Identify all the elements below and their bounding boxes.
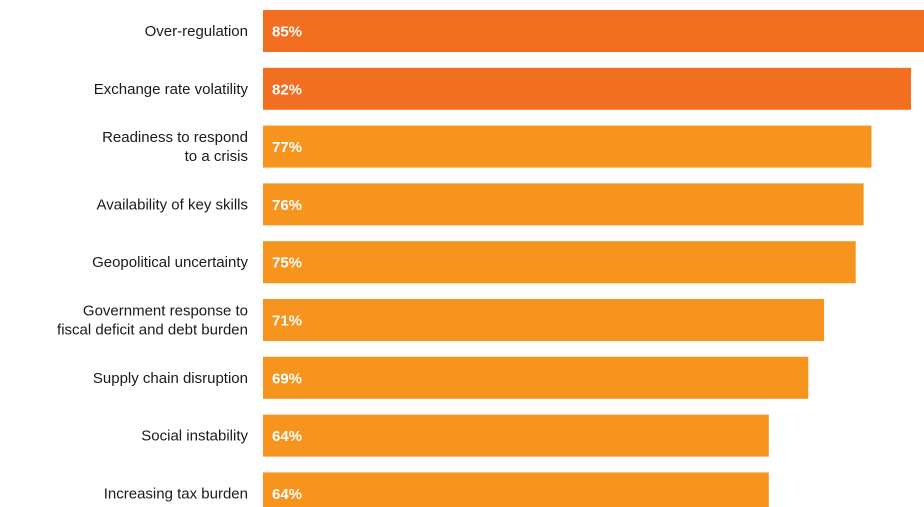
bar-3 xyxy=(263,183,864,226)
category-label-line: Social instability xyxy=(141,428,248,445)
value-label-5: 71% xyxy=(272,313,302,330)
category-label-line: Availability of key skills xyxy=(97,196,248,213)
value-label-1: 82% xyxy=(272,81,302,98)
value-label-8: 64% xyxy=(272,486,302,503)
category-label-3: Availability of key skills xyxy=(97,196,248,213)
bars-group xyxy=(263,10,924,507)
bar-4 xyxy=(263,241,856,284)
category-label-4: Geopolitical uncertainty xyxy=(92,254,248,271)
category-label-line: fiscal deficit and debt burden xyxy=(57,322,248,339)
category-label-line: Readiness to respond xyxy=(102,129,248,146)
category-label-5: Government response to fiscal deficit and… xyxy=(57,303,248,339)
category-label-1: Exchange rate volatility xyxy=(94,81,249,98)
value-label-6: 69% xyxy=(272,370,302,387)
category-label-line: to a crisis xyxy=(185,148,248,165)
bar-2 xyxy=(263,125,872,168)
category-label-line: Increasing tax burden xyxy=(104,485,248,502)
value-labels-group: 85% 82% 77% 76% 75% 71% 69% 64% 64% xyxy=(272,24,302,503)
category-label-line: Exchange rate volatility xyxy=(94,81,249,98)
value-label-0: 85% xyxy=(272,24,302,41)
bar-0 xyxy=(263,10,924,52)
category-label-line: Government response to xyxy=(83,303,248,320)
category-label-6: Supply chain disruption xyxy=(93,370,248,387)
category-labels-group: Over-regulation Exchange rate volatility R… xyxy=(57,23,248,502)
category-label-2: Readiness to respond to a crisis xyxy=(102,129,248,165)
value-label-3: 76% xyxy=(272,197,302,214)
value-label-7: 64% xyxy=(272,428,302,445)
category-label-line: Over-regulation xyxy=(145,23,248,40)
bar-5 xyxy=(263,299,825,341)
category-label-line: Supply chain disruption xyxy=(93,370,248,387)
bar-1 xyxy=(263,67,911,110)
category-label-7: Social instability xyxy=(141,428,248,445)
bar-6 xyxy=(263,356,809,399)
category-label-line: Geopolitical uncertainty xyxy=(92,254,248,271)
value-label-2: 77% xyxy=(272,139,302,156)
category-label-0: Over-regulation xyxy=(145,23,248,40)
category-label-8: Increasing tax burden xyxy=(104,485,248,502)
bar-7 xyxy=(263,414,769,457)
value-label-4: 75% xyxy=(272,255,302,272)
bar-8 xyxy=(263,472,769,507)
